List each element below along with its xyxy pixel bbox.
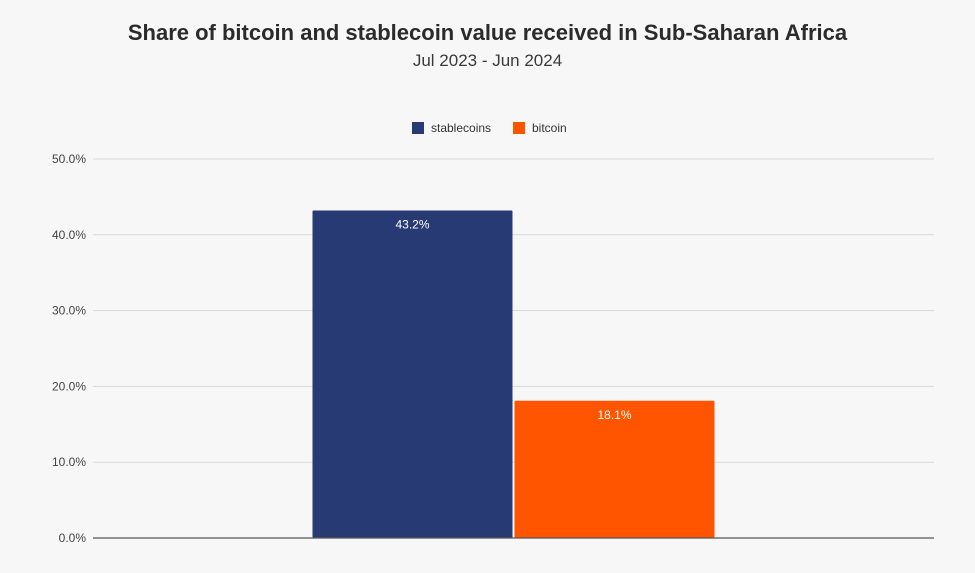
legend-label-bitcoin: bitcoin (532, 121, 567, 135)
bar-stablecoins (312, 210, 513, 538)
bar-bitcoin (514, 400, 715, 538)
bar-label-stablecoins: 43.2% (395, 218, 429, 232)
y-tick-label: 10.0% (52, 455, 86, 469)
bars: 43.2% 18.1% (312, 210, 715, 538)
y-tick-label: 50.0% (52, 152, 86, 166)
legend: stablecoins bitcoin (412, 121, 567, 135)
y-tick-label: 40.0% (52, 228, 86, 242)
y-tick-label: 20.0% (52, 379, 86, 393)
legend-label-stablecoins: stablecoins (431, 121, 491, 135)
chart-subtitle: Jul 2023 - Jun 2024 (412, 51, 563, 70)
legend-swatch-bitcoin (513, 122, 525, 134)
bar-label-bitcoin: 18.1% (597, 408, 631, 422)
y-tick-label: 0.0% (59, 531, 87, 545)
gridlines (93, 158, 934, 463)
chart-title: Share of bitcoin and stablecoin value re… (127, 20, 848, 45)
y-axis-ticks: 0.0% 10.0% 20.0% 30.0% 40.0% 50.0% (52, 152, 86, 545)
legend-swatch-stablecoins (412, 122, 424, 134)
y-tick-label: 30.0% (52, 304, 86, 318)
